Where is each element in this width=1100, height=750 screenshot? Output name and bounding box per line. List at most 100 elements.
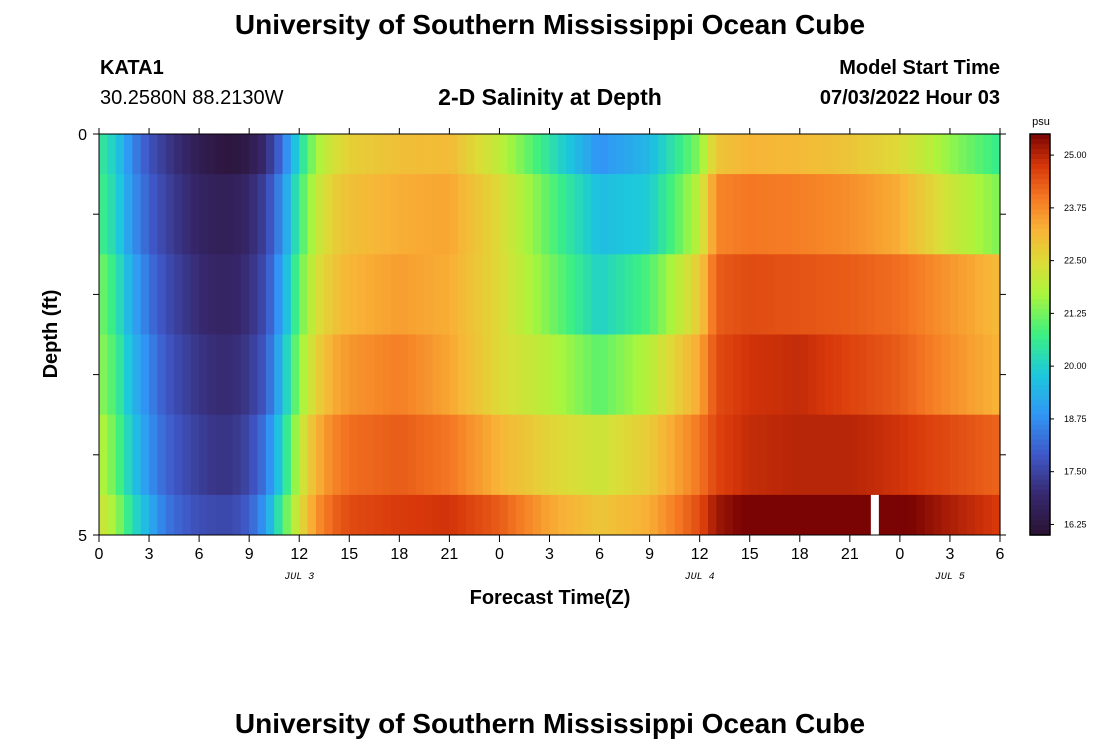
heatmap-cell: [607, 494, 617, 536]
heatmap-cell: [699, 134, 709, 175]
heatmap-cell: [833, 414, 843, 496]
heatmap-cell: [607, 174, 617, 255]
colorbar-swatch: [1030, 154, 1050, 160]
heatmap-cell: [624, 254, 634, 335]
heatmap-cell: [332, 494, 342, 536]
heatmap-cell: [507, 174, 517, 255]
heatmap-cell: [507, 134, 517, 175]
heatmap-cell: [449, 174, 459, 255]
heatmap-cell: [691, 414, 701, 496]
colorbar-swatch: [1030, 334, 1050, 341]
heatmap-cell: [441, 174, 450, 255]
colorbar-swatch: [1030, 469, 1050, 476]
heatmap-cell: [607, 134, 617, 175]
heatmap-cell: [949, 134, 959, 175]
heatmap-cell: [733, 174, 742, 255]
heatmap-cell: [616, 254, 626, 335]
heatmap-cell: [307, 494, 317, 536]
heatmap-cell: [224, 134, 234, 175]
heatmap-cell: [332, 414, 342, 496]
heatmap-cell: [808, 254, 818, 335]
heatmap-cell: [390, 494, 400, 536]
heatmap-cell: [541, 334, 551, 416]
heatmap-cell: [99, 494, 108, 536]
heatmap-cell: [466, 414, 476, 496]
heatmap-cell: [124, 494, 133, 536]
heatmap-cell: [199, 134, 209, 175]
heatmap-cell: [891, 134, 901, 175]
heatmap-cell: [340, 174, 350, 255]
heatmap-cell: [974, 414, 984, 496]
heatmap-cell: [441, 254, 450, 335]
heatmap-cell: [616, 134, 626, 175]
colorbar-swatch: [1030, 394, 1050, 401]
heatmap-cell: [232, 254, 242, 335]
heatmap-cell: [816, 334, 826, 416]
heatmap-cell: [474, 414, 484, 496]
heatmap-cell: [974, 174, 984, 255]
heatmap-cell: [766, 334, 776, 416]
heatmap-cell: [557, 334, 567, 416]
x-tick-label: 18: [390, 546, 408, 563]
heatmap-cell: [240, 174, 250, 255]
heatmap-cell: [916, 494, 926, 536]
heatmap-cell: [674, 334, 684, 416]
heatmap-cell: [758, 254, 767, 335]
heatmap-cell: [374, 134, 384, 175]
heatmap-cell: [741, 254, 751, 335]
heatmap-cell: [691, 494, 701, 536]
colorbar-swatch: [1030, 314, 1050, 321]
colorbar-swatch: [1030, 389, 1050, 396]
heatmap-cell: [457, 494, 467, 536]
heatmap-cell: [474, 334, 484, 416]
heatmap-cell: [824, 414, 834, 496]
heatmap-cell: [199, 414, 209, 496]
heatmap-cell: [783, 334, 793, 416]
heatmap-cell: [649, 414, 659, 496]
heatmap-cell: [958, 254, 968, 335]
heatmap-cell: [190, 134, 200, 175]
heatmap-cell: [482, 494, 492, 536]
heatmap-cell: [866, 414, 876, 496]
heatmap-cell: [716, 334, 726, 416]
heatmap-cell: [649, 254, 659, 335]
heatmap-cell: [407, 334, 417, 416]
heatmap-cell: [265, 254, 275, 335]
heatmap-cell: [182, 414, 192, 496]
heatmap-cell: [365, 254, 375, 335]
colorbar-tick-label: 16.25: [1064, 519, 1087, 529]
colorbar-tick-label: 17.50: [1064, 467, 1087, 477]
heatmap-cell: [774, 174, 784, 255]
heatmap-cell: [924, 414, 934, 496]
heatmap-cell: [966, 174, 976, 255]
colorbar-swatch: [1030, 364, 1050, 371]
heatmap-cell: [991, 134, 1001, 175]
heatmap-cell: [390, 414, 400, 496]
date-label: JUL 3: [284, 572, 314, 583]
heatmap-cell: [883, 414, 893, 496]
heatmap-cell: [624, 334, 634, 416]
heatmap-cell: [941, 414, 951, 496]
heatmap-cell: [132, 494, 142, 536]
colorbar-swatch: [1030, 529, 1050, 536]
heatmap-cell: [549, 174, 559, 255]
date-label: JUL 4: [685, 572, 715, 583]
date-label: JUL 5: [935, 572, 965, 583]
heatmap-cell: [858, 414, 868, 496]
colorbar-swatch: [1030, 499, 1050, 506]
heatmap-cell: [983, 494, 993, 536]
heatmap-cell: [774, 414, 784, 496]
heatmap-cell: [199, 494, 209, 536]
heatmap-cell: [340, 494, 350, 536]
heatmap-cell: [941, 254, 951, 335]
heatmap-cell: [157, 134, 167, 175]
heatmap-cell: [307, 254, 317, 335]
heatmap-cell: [282, 134, 292, 175]
colorbar-swatch: [1030, 209, 1050, 215]
colorbar-swatch: [1030, 174, 1050, 180]
colorbar-swatch: [1030, 199, 1050, 205]
heatmap-cell: [899, 134, 909, 175]
heatmap-cell: [265, 174, 275, 255]
heatmap-cell: [682, 174, 692, 255]
heatmap-cell: [549, 414, 559, 496]
